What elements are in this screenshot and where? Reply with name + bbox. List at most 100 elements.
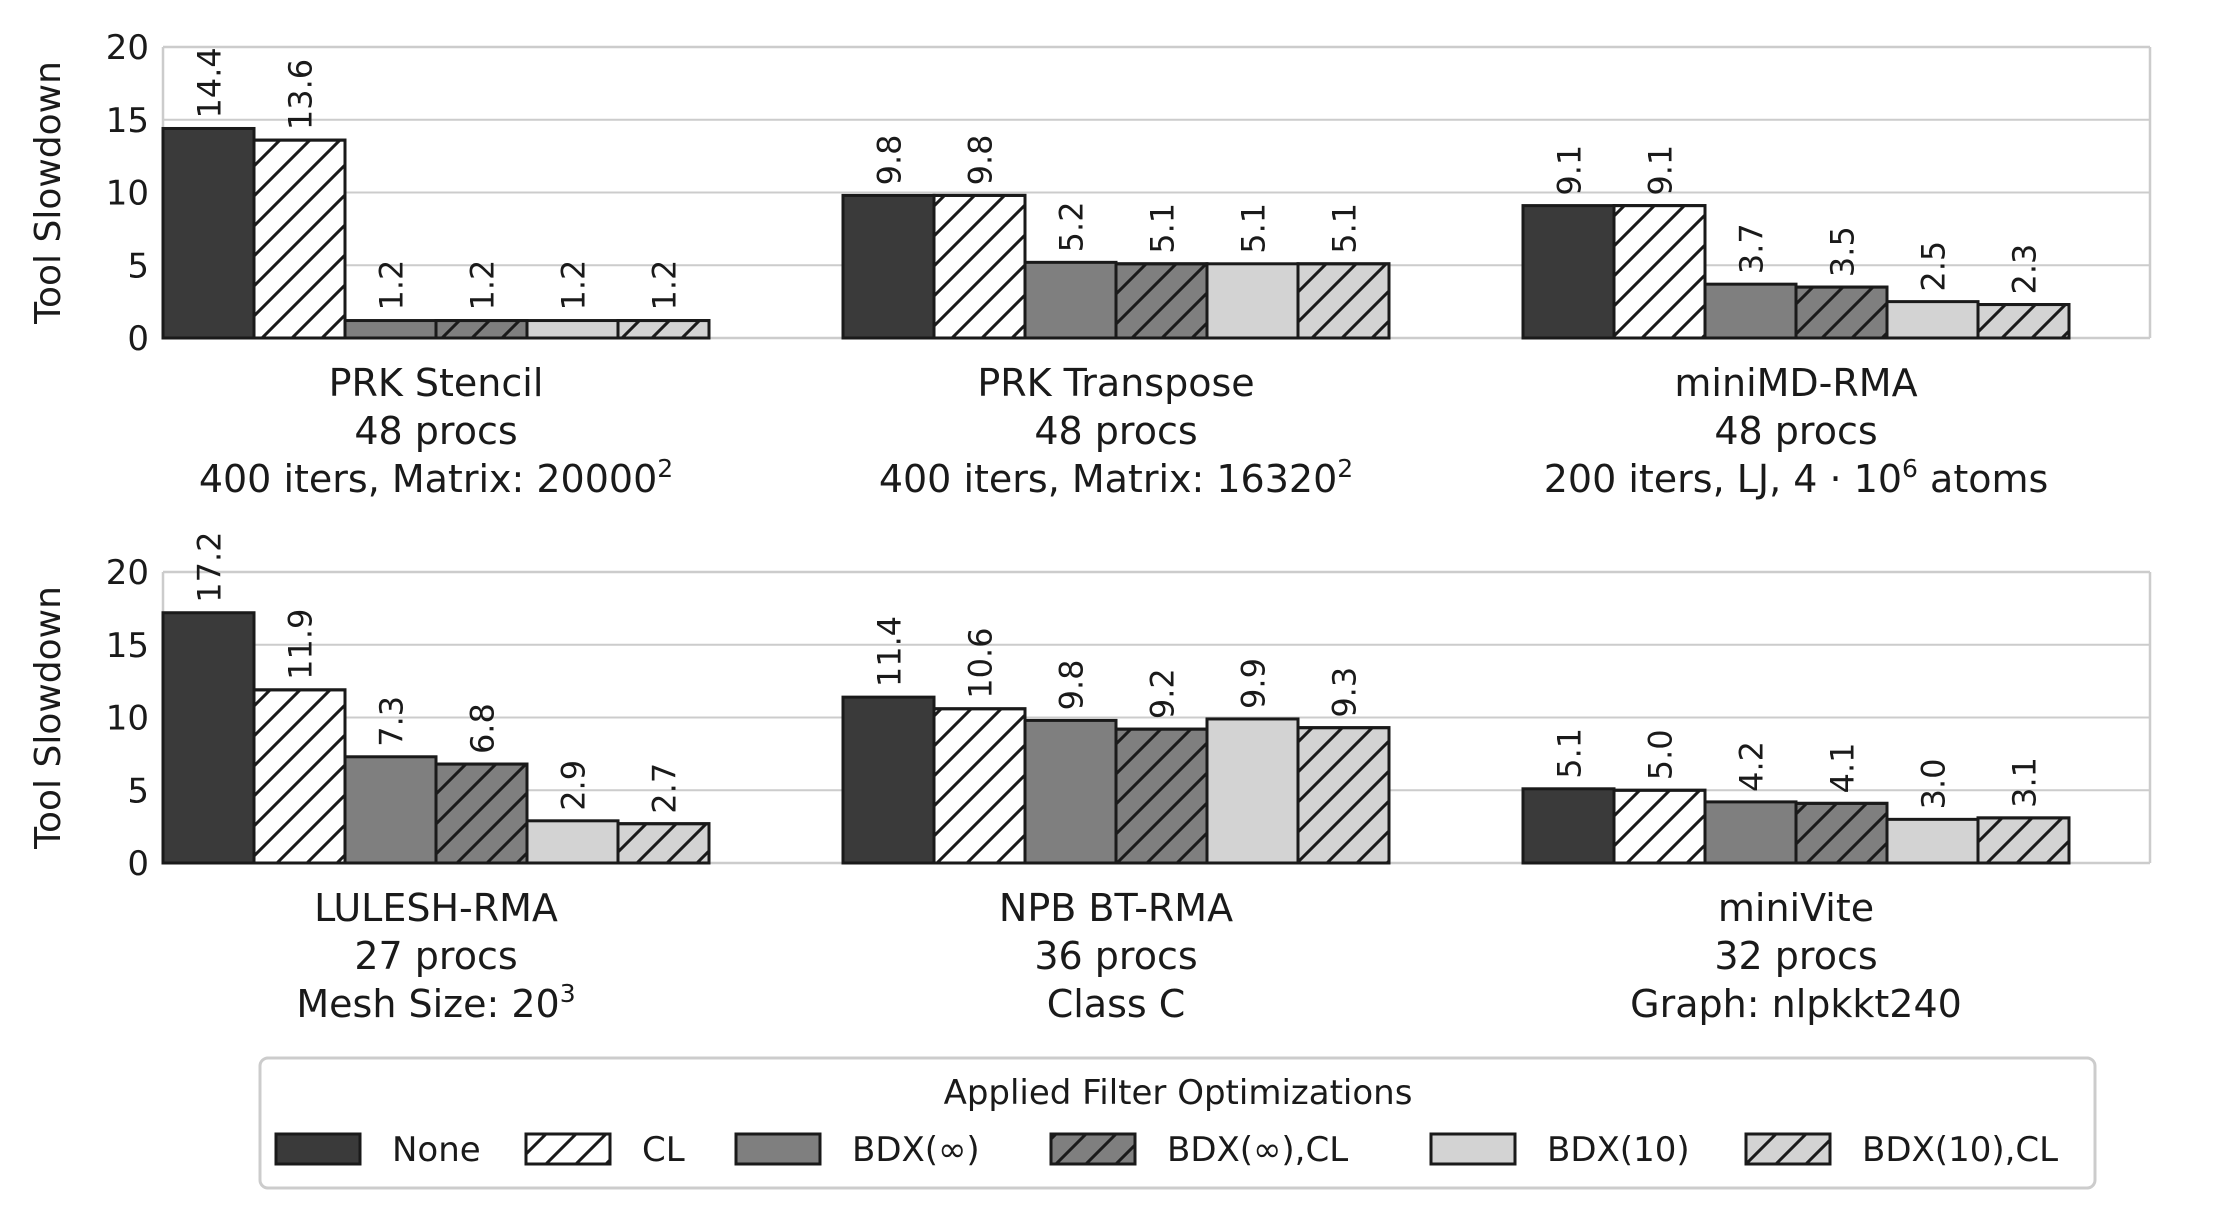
legend-title: Applied Filter Optimizations bbox=[944, 1073, 1413, 1113]
category-label: 36 procs bbox=[1034, 934, 1197, 978]
bar bbox=[525, 819, 620, 865]
y-tick-label: 20 bbox=[106, 28, 149, 68]
legend-swatch-hatch bbox=[524, 1132, 612, 1166]
bar bbox=[1521, 204, 1616, 340]
legend-box bbox=[258, 1056, 2097, 1190]
bar-hatch bbox=[434, 319, 529, 340]
bar-hatch bbox=[932, 707, 1027, 865]
category-label: LULESH-RMA bbox=[314, 886, 558, 930]
y-tick-label: 15 bbox=[106, 626, 149, 666]
data-label: 9.2 bbox=[1144, 668, 1182, 719]
bar bbox=[1205, 717, 1300, 865]
legend-swatch bbox=[274, 1132, 362, 1166]
data-label: 1.2 bbox=[646, 260, 684, 311]
data-label: 9.1 bbox=[1642, 145, 1680, 196]
data-label: 11.4 bbox=[871, 616, 909, 687]
legend-swatch-hatch bbox=[1744, 1132, 1832, 1166]
data-label: 6.8 bbox=[464, 703, 502, 754]
category-label: PRK Stencil bbox=[329, 361, 544, 405]
data-label: 10.6 bbox=[962, 628, 1000, 699]
y-tick-label: 0 bbox=[127, 844, 149, 884]
data-label: 2.5 bbox=[1915, 241, 1953, 292]
category-subtitle: Mesh Size: 203 bbox=[296, 979, 575, 1026]
bar-hatch bbox=[1114, 262, 1209, 340]
bar bbox=[1703, 800, 1798, 865]
bar bbox=[841, 695, 936, 865]
bar-hatch bbox=[932, 193, 1027, 340]
bar-hatch bbox=[1612, 788, 1707, 865]
bar bbox=[1023, 260, 1118, 340]
bar-hatch bbox=[434, 762, 529, 865]
data-label: 4.1 bbox=[1824, 742, 1862, 793]
legend-label: BDX(∞) bbox=[852, 1130, 980, 1170]
bar bbox=[161, 611, 256, 865]
y-axis-label: Tool Slowdown bbox=[28, 586, 69, 850]
category-label: PRK Transpose bbox=[977, 361, 1254, 405]
bar-hatch bbox=[1794, 285, 1889, 340]
data-label: 5.2 bbox=[1053, 201, 1091, 252]
category-label: 27 procs bbox=[354, 934, 517, 978]
category-subtitle: Class C bbox=[1047, 982, 1186, 1026]
bar-hatch bbox=[1296, 262, 1391, 340]
category-label: 48 procs bbox=[1034, 409, 1197, 453]
bar bbox=[161, 126, 256, 340]
data-label: 9.8 bbox=[1053, 660, 1091, 711]
legend-swatch-hatch bbox=[1049, 1132, 1137, 1166]
data-label: 4.2 bbox=[1733, 741, 1771, 792]
legend-label: BDX(∞),CL bbox=[1167, 1130, 1348, 1170]
y-tick-label: 5 bbox=[127, 771, 149, 811]
bar-hatch bbox=[1794, 801, 1889, 865]
data-label: 1.2 bbox=[373, 260, 411, 311]
bar bbox=[1023, 718, 1118, 865]
y-tick-label: 20 bbox=[106, 553, 149, 593]
y-tick-label: 0 bbox=[127, 319, 149, 359]
data-label: 11.9 bbox=[282, 609, 320, 680]
data-label: 9.8 bbox=[871, 135, 909, 186]
data-label: 1.2 bbox=[555, 260, 593, 311]
y-tick-label: 10 bbox=[106, 699, 149, 739]
bar-hatch bbox=[616, 319, 711, 340]
data-label: 13.6 bbox=[282, 59, 320, 130]
bar-hatch bbox=[1976, 816, 2071, 865]
data-label: 17.2 bbox=[191, 531, 229, 602]
category-label: 48 procs bbox=[1714, 409, 1877, 453]
chart-panel: 0 5 10 15 20 Tool Slowdown 17.2 11.9 7.3 6.8 2.9 2.… bbox=[28, 531, 2152, 1026]
bar bbox=[1885, 300, 1980, 340]
legend-label: CL bbox=[642, 1130, 685, 1170]
legend: Applied Filter Optimizations None CL BDX(∞)… bbox=[258, 1056, 2097, 1190]
legend-swatch bbox=[1429, 1132, 1517, 1166]
data-label: 9.9 bbox=[1235, 658, 1273, 709]
data-label: 2.9 bbox=[555, 760, 593, 811]
data-label: 3.0 bbox=[1915, 758, 1953, 809]
category-subtitle: Graph: nlpkkt240 bbox=[1630, 982, 1962, 1026]
data-label: 5.1 bbox=[1551, 728, 1589, 779]
bar-hatch bbox=[1296, 726, 1391, 865]
category-subtitle: 200 iters, LJ, 4 · 106 atoms bbox=[1544, 454, 2049, 501]
category-label: 48 procs bbox=[354, 409, 517, 453]
data-label: 2.3 bbox=[2006, 244, 2044, 295]
bar bbox=[841, 193, 936, 340]
bar-hatch bbox=[1976, 303, 2071, 340]
data-label: 5.1 bbox=[1144, 203, 1182, 254]
bar-hatch bbox=[1114, 727, 1209, 865]
data-label: 1.2 bbox=[464, 260, 502, 311]
bar-hatch bbox=[1612, 204, 1707, 340]
data-label: 9.3 bbox=[1326, 667, 1364, 718]
data-label: 3.1 bbox=[2006, 757, 2044, 808]
data-label: 9.8 bbox=[962, 135, 1000, 186]
category-subtitle: 400 iters, Matrix: 163202 bbox=[879, 454, 1353, 501]
category-label: miniMD-RMA bbox=[1674, 361, 1917, 405]
data-label: 14.4 bbox=[191, 47, 229, 118]
axes-frame: 0 5 10 15 20 Tool Slowdown bbox=[28, 28, 2152, 359]
data-label: 9.1 bbox=[1551, 145, 1589, 196]
y-axis-label: Tool Slowdown bbox=[28, 61, 69, 325]
data-label: 7.3 bbox=[373, 696, 411, 747]
bar-hatch bbox=[616, 822, 711, 865]
legend-label: BDX(10) bbox=[1547, 1130, 1690, 1170]
bar-hatch bbox=[252, 138, 347, 340]
